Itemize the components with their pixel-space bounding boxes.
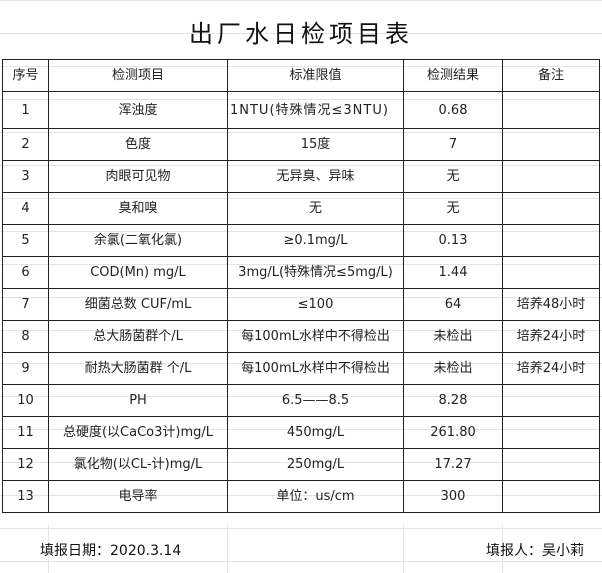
header-row: 序号 检测项目 标准限值 检测结果 备注 — [2, 59, 600, 92]
table-cell[interactable]: 450mg/L — [227, 416, 404, 449]
table-cell[interactable]: 64 — [403, 288, 503, 321]
table-row: 11 总硬度(以CaCo3计)mg/L 450mg/L 261.80 — [2, 416, 600, 449]
table-cell[interactable]: 细菌总数 CUF/mL — [48, 288, 228, 321]
table-cell[interactable]: 11 — [2, 416, 49, 449]
table-cell[interactable]: ≤100 — [227, 288, 404, 321]
table-cell[interactable]: 培养48小时 — [502, 288, 600, 321]
table-cell[interactable]: 每100mL水样中不得检出 — [227, 352, 404, 385]
table-row: 2 色度 15度 7 — [2, 128, 600, 161]
table-cell[interactable]: 13 — [2, 480, 49, 513]
table-row: 6 COD(Mn) mg/L 3mg/L(特殊情况≤5mg/L) 1.44 — [2, 256, 600, 289]
inspection-table: 序号 检测项目 标准限值 检测结果 备注 1 浑浊度 1NTU(特殊情况≤3NTU)… — [2, 59, 600, 513]
table-cell[interactable]: 261.80 — [403, 416, 503, 449]
table-cell[interactable]: 7 — [403, 128, 503, 161]
table-cell[interactable]: 耐热大肠菌群 个/L — [48, 352, 228, 385]
sheet-title: 出厂水日检项目表 — [189, 20, 413, 48]
table-row: 8 总大肠菌群个/L 每100mL水样中不得检出 未检出 培养24小时 — [2, 320, 600, 353]
table-cell[interactable]: 0.13 — [403, 224, 503, 257]
table-cell[interactable]: 总大肠菌群个/L — [48, 320, 228, 353]
table-cell[interactable] — [502, 480, 600, 513]
table-cell[interactable]: 氯化物(以CL-计)mg/L — [48, 448, 228, 481]
table-cell[interactable]: 培养24小时 — [502, 320, 600, 353]
table-cell[interactable]: 17.27 — [403, 448, 503, 481]
table-cell[interactable]: 2 — [2, 128, 49, 161]
table-cell[interactable]: 浑浊度 — [48, 91, 228, 129]
table-cell[interactable]: 无 — [227, 192, 404, 225]
header-cell[interactable]: 检测结果 — [403, 59, 503, 92]
table-row: 1 浑浊度 1NTU(特殊情况≤3NTU) 0.68 — [2, 91, 600, 129]
table-cell[interactable] — [502, 128, 600, 161]
table-cell[interactable]: 300 — [403, 480, 503, 513]
table-cell[interactable]: 1NTU(特殊情况≤3NTU) — [227, 91, 404, 129]
table-row: 12 氯化物(以CL-计)mg/L 250mg/L 17.27 — [2, 448, 600, 481]
fill-date: 填报日期：2020.3.14 — [40, 543, 182, 559]
table-cell[interactable]: 色度 — [48, 128, 228, 161]
table-cell[interactable]: 15度 — [227, 128, 404, 161]
table-row: 7 细菌总数 CUF/mL ≤100 64 培养48小时 — [2, 288, 600, 321]
table-row: 3 肉眼可见物 无异臭、异味无 — [2, 160, 600, 193]
table-cell[interactable] — [502, 256, 600, 289]
table-cell[interactable]: 4 — [2, 192, 49, 225]
table-cell[interactable]: 1.44 — [403, 256, 503, 289]
table-cell[interactable]: 3mg/L(特殊情况≤5mg/L) — [227, 256, 404, 289]
table-cell[interactable] — [502, 192, 600, 225]
table-row: 13 电导率 单位：us/cm 300 — [2, 480, 600, 513]
table-cell[interactable]: 单位：us/cm — [227, 480, 404, 513]
table-cell[interactable]: 未检出 — [403, 320, 503, 353]
table-row: 10 PH 6.5——8.5 8.28 — [2, 384, 600, 417]
table-cell[interactable]: 6.5——8.5 — [227, 384, 404, 417]
table-cell[interactable]: 10 — [2, 384, 49, 417]
table-cell[interactable]: 无 — [403, 192, 503, 225]
table-cell[interactable]: 肉眼可见物 — [48, 160, 228, 193]
table-cell[interactable]: 3 — [2, 160, 49, 193]
table-row: 9 耐热大肠菌群 个/L 每100mL水样中不得检出 未检出 培养24小时 — [2, 352, 600, 385]
table-cell[interactable]: 培养24小时 — [502, 352, 600, 385]
table-cell[interactable]: 无异臭、异味 — [227, 160, 404, 193]
table-cell[interactable] — [502, 160, 600, 193]
table-cell[interactable] — [502, 224, 600, 257]
table-cell[interactable]: 余氯(二氧化氯) — [48, 224, 228, 257]
reporter: 填报人：吴小莉 — [486, 543, 584, 559]
table-cell[interactable]: 每100mL水样中不得检出 — [227, 320, 404, 353]
table-cell[interactable]: COD(Mn) mg/L — [48, 256, 228, 289]
table-cell[interactable]: 电导率 — [48, 480, 228, 513]
header-cell[interactable]: 序号 — [2, 59, 49, 92]
table-cell[interactable]: 1 — [2, 91, 49, 129]
table-cell[interactable]: 12 — [2, 448, 49, 481]
header-cell[interactable]: 标准限值 — [227, 59, 404, 92]
table-cell[interactable]: ≥0.1mg/L — [227, 224, 404, 257]
table-cell[interactable]: 8.28 — [403, 384, 503, 417]
table-cell[interactable]: 5 — [2, 224, 49, 257]
table-cell[interactable] — [502, 448, 600, 481]
table-cell[interactable]: 未检出 — [403, 352, 503, 385]
table-row: 4 臭和嗅无无 — [2, 192, 600, 225]
table-cell[interactable]: 8 — [2, 320, 49, 353]
table-cell[interactable]: 总硬度(以CaCo3计)mg/L — [48, 416, 228, 449]
table-cell[interactable]: 臭和嗅 — [48, 192, 228, 225]
table-cell[interactable]: 0.68 — [403, 91, 503, 129]
header-cell[interactable]: 检测项目 — [48, 59, 228, 92]
table-cell[interactable]: PH — [48, 384, 228, 417]
table-cell[interactable] — [502, 91, 600, 129]
table-cell[interactable]: 6 — [2, 256, 49, 289]
table-cell[interactable]: 无 — [403, 160, 503, 193]
table-cell[interactable] — [502, 384, 600, 417]
table-cell[interactable]: 250mg/L — [227, 448, 404, 481]
table-row: 5 余氯(二氧化氯) ≥0.1mg/L 0.13 — [2, 224, 600, 257]
table-cell[interactable] — [502, 416, 600, 449]
table-cell[interactable]: 7 — [2, 288, 49, 321]
table-cell[interactable]: 9 — [2, 352, 49, 385]
header-cell[interactable]: 备注 — [502, 59, 600, 92]
